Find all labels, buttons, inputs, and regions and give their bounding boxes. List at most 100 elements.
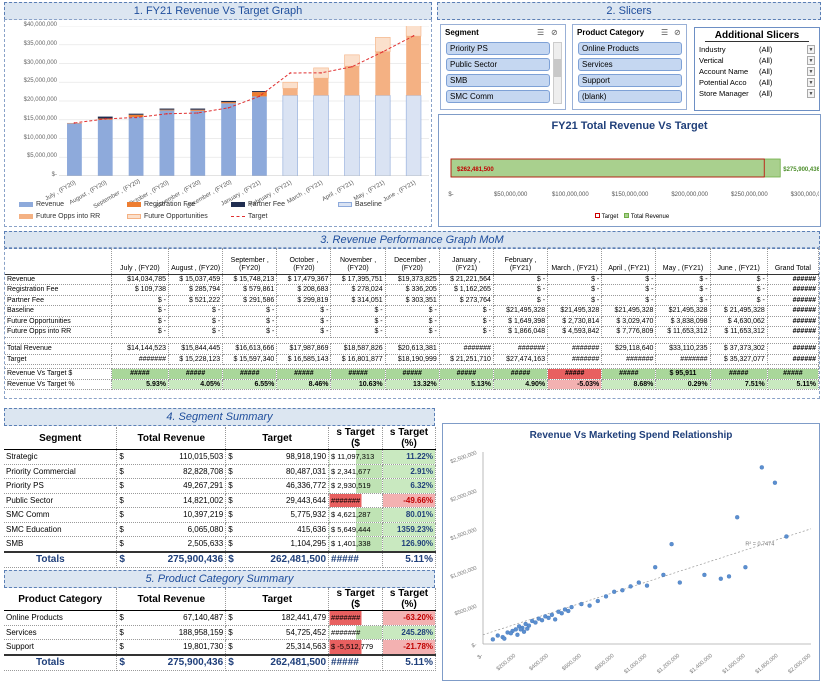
mom-cell[interactable]: #######	[439, 343, 494, 355]
mom-cell[interactable]: $ 21,251,710	[439, 354, 494, 366]
segment-cell[interactable]: $10,397,219	[116, 507, 227, 523]
clear-filter-icon[interactable]: ⊘	[674, 28, 681, 37]
mom-cell[interactable]: $ 1,866,048	[493, 326, 549, 339]
mom-cell[interactable]: $ 7,776,809	[601, 326, 657, 339]
multi-select-icon[interactable]: ☰	[537, 28, 545, 37]
segment-cell[interactable]: 1359.23%	[382, 522, 436, 537]
mom-cell[interactable]: $ -	[330, 326, 386, 339]
mom-cell[interactable]: $21,495,328	[655, 305, 711, 317]
mom-cell[interactable]: 10.63%	[330, 379, 386, 391]
mom-cell[interactable]: $ 208,683	[276, 284, 332, 296]
mom-cell[interactable]: 8.46%	[276, 379, 332, 391]
mom-cell[interactable]: $ 109,738	[111, 284, 170, 296]
mom-cell[interactable]: $ 11,653,312	[710, 326, 768, 339]
segment-cell[interactable]: SMC Comm	[4, 507, 118, 523]
mom-cell[interactable]: $ -	[547, 274, 603, 286]
mom-cell[interactable]: $ -	[385, 326, 440, 339]
mom-cell[interactable]: #######	[493, 343, 549, 355]
mom-cell[interactable]: $ -	[385, 305, 440, 317]
segment-cell[interactable]: #######	[328, 493, 383, 508]
mom-cell[interactable]: $ -	[330, 316, 386, 328]
mom-cell[interactable]: $ 15,228,123	[168, 354, 224, 366]
mom-cell[interactable]: $19,373,825	[385, 274, 440, 286]
mom-cell[interactable]: $ -	[493, 284, 549, 296]
mom-cell[interactable]: #####	[385, 368, 440, 380]
slicer-item-blank[interactable]: (blank)	[578, 90, 682, 103]
slicer-item-support[interactable]: Support	[578, 74, 682, 87]
mom-cell[interactable]: $ 1,162,265	[439, 284, 494, 296]
segment-cell[interactable]: $1,104,295	[225, 536, 330, 552]
segment-cell[interactable]: -49.66%	[382, 493, 436, 508]
mom-cell[interactable]: #######	[547, 354, 603, 366]
segment-cell[interactable]: $14,821,002	[116, 493, 227, 508]
filter-dropdown-icon[interactable]: ▼	[807, 89, 815, 98]
category-cell[interactable]: #######	[328, 610, 384, 626]
mom-cell[interactable]: $ 579,861	[222, 284, 278, 296]
mom-cell[interactable]: $21,495,328	[547, 305, 603, 317]
mom-cell[interactable]: $ 521,222	[168, 295, 224, 307]
mom-cell[interactable]: 6.55%	[222, 379, 278, 391]
mom-cell[interactable]: $ 4,593,842	[547, 326, 603, 339]
mom-cell[interactable]: $29,118,640	[601, 343, 657, 355]
segment-cell[interactable]: $29,443,644	[225, 493, 330, 508]
mom-cell[interactable]: $ -	[493, 274, 549, 286]
mom-cell[interactable]: $ -	[276, 316, 332, 328]
segment-cell[interactable]: 2.91%	[382, 464, 436, 479]
mom-cell[interactable]: $ -	[547, 295, 603, 307]
mom-cell[interactable]: $ 17,395,751	[330, 274, 386, 286]
mom-cell[interactable]: $ -	[168, 305, 224, 317]
category-cell[interactable]: 245.28%	[382, 625, 436, 640]
mom-cell[interactable]: $ 336,205	[385, 284, 440, 296]
category-cell[interactable]: $25,314,563	[225, 639, 330, 655]
mom-cell[interactable]: ######	[767, 284, 820, 296]
category-cell[interactable]: $182,441,479	[225, 610, 330, 626]
mom-cell[interactable]: $ -	[710, 274, 768, 286]
mom-cell[interactable]: 4.90%	[493, 379, 549, 391]
category-slicer[interactable]: Product Category ☰ ⊘ Online Products Ser…	[572, 24, 687, 110]
category-cell[interactable]: Support	[4, 639, 118, 655]
mom-cell[interactable]: $ 299,819	[276, 295, 332, 307]
segment-cell[interactable]: $110,015,503	[116, 449, 227, 465]
mom-cell[interactable]: $16,613,666	[222, 343, 278, 355]
mom-cell[interactable]: #####	[493, 368, 549, 380]
mom-cell[interactable]: $ -	[222, 305, 278, 317]
segment-cell[interactable]: 11.22%	[382, 449, 436, 465]
mom-cell[interactable]: $ -	[168, 326, 224, 339]
mom-cell[interactable]: -5.03%	[547, 379, 603, 391]
mom-cell[interactable]: $ -	[222, 316, 278, 328]
mom-cell[interactable]: $ -	[655, 284, 711, 296]
segment-cell[interactable]: $98,918,190	[225, 449, 330, 465]
mom-cell[interactable]: $ 278,024	[330, 284, 386, 296]
mom-cell[interactable]: #####	[330, 368, 386, 380]
mom-cell[interactable]: $ 3,029,470	[601, 316, 657, 328]
slicer-scrollbar[interactable]	[553, 42, 562, 104]
mom-cell[interactable]: $ 273,764	[439, 295, 494, 307]
mom-cell[interactable]: 5.13%	[439, 379, 494, 391]
mom-cell[interactable]: $17,987,869	[276, 343, 332, 355]
segment-cell[interactable]: SMB	[4, 536, 118, 552]
mom-cell[interactable]: #####	[767, 368, 820, 380]
segment-cell[interactable]: $ 4,621,287	[328, 507, 383, 523]
mom-cell[interactable]: $ -	[601, 274, 657, 286]
mom-cell[interactable]: $ -	[111, 326, 170, 339]
segment-cell[interactable]: 126.90%	[382, 536, 436, 552]
mom-cell[interactable]: 0.29%	[655, 379, 711, 391]
segment-cell[interactable]: $ 5,649,444	[328, 522, 383, 537]
segment-cell[interactable]: $ 2,341,677	[328, 464, 383, 479]
mom-cell[interactable]: $ 16,585,143	[276, 354, 332, 366]
segment-cell[interactable]: $6,065,080	[116, 522, 227, 537]
mom-cell[interactable]: ######	[767, 274, 820, 286]
category-cell[interactable]: $ -5,512,779	[328, 639, 384, 655]
mom-cell[interactable]: $ -	[493, 295, 549, 307]
mom-cell[interactable]: $ 15,037,459	[168, 274, 224, 286]
mom-cell[interactable]: #####	[276, 368, 332, 380]
mom-cell[interactable]: 13.32%	[385, 379, 440, 391]
mom-cell[interactable]: 8.68%	[601, 379, 657, 391]
mom-cell[interactable]: #####	[601, 368, 657, 380]
mom-cell[interactable]: $ -	[601, 284, 657, 296]
segment-cell[interactable]: $49,267,291	[116, 478, 227, 494]
filter-dropdown-icon[interactable]: ▼	[807, 56, 815, 65]
mom-cell[interactable]: $ -	[385, 316, 440, 328]
mom-cell[interactable]: $ 21,221,564	[439, 274, 494, 286]
mom-cell[interactable]: ######	[767, 305, 820, 317]
